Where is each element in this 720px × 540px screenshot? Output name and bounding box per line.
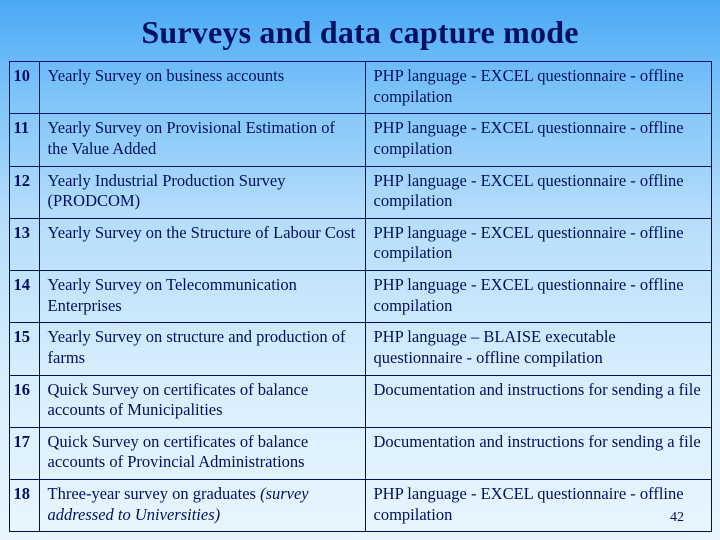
surveys-table: 10 Yearly Survey on business accounts PH… <box>9 61 712 532</box>
page-title: Surveys and data capture mode <box>0 0 720 61</box>
mode-cell: PHP language - EXCEL questionnaire - off… <box>365 114 711 166</box>
survey-cell: Yearly Industrial Production Survey (PRO… <box>39 166 365 218</box>
mode-cell: Documentation and instructions for sendi… <box>365 427 711 479</box>
row-number: 17 <box>9 427 39 479</box>
survey-cell: Yearly Survey on business accounts <box>39 62 365 114</box>
row-number: 15 <box>9 323 39 375</box>
table-row: 10 Yearly Survey on business accounts PH… <box>9 62 711 114</box>
mode-cell: Documentation and instructions for sendi… <box>365 375 711 427</box>
row-number: 18 <box>9 480 39 532</box>
table-row: 11 Yearly Survey on Provisional Estimati… <box>9 114 711 166</box>
survey-cell: Quick Survey on certificates of balance … <box>39 375 365 427</box>
row-number: 12 <box>9 166 39 218</box>
survey-cell: Yearly Survey on Provisional Estimation … <box>39 114 365 166</box>
row-number: 11 <box>9 114 39 166</box>
survey-cell: Yearly Survey on Telecommunication Enter… <box>39 271 365 323</box>
survey-cell: Yearly Survey on the Structure of Labour… <box>39 218 365 270</box>
row-number: 16 <box>9 375 39 427</box>
table-row: 14 Yearly Survey on Telecommunication En… <box>9 271 711 323</box>
mode-cell: PHP language – BLAISE executable questio… <box>365 323 711 375</box>
survey-cell: Yearly Survey on structure and productio… <box>39 323 365 375</box>
table-row: 15 Yearly Survey on structure and produc… <box>9 323 711 375</box>
mode-cell: PHP language - EXCEL questionnaire - off… <box>365 480 711 532</box>
mode-cell: PHP language - EXCEL questionnaire - off… <box>365 62 711 114</box>
table-row: 12 Yearly Industrial Production Survey (… <box>9 166 711 218</box>
row-number: 14 <box>9 271 39 323</box>
mode-cell: PHP language - EXCEL questionnaire - off… <box>365 271 711 323</box>
survey-cell: Quick Survey on certificates of balance … <box>39 427 365 479</box>
table-row: 17 Quick Survey on certificates of balan… <box>9 427 711 479</box>
row-number: 13 <box>9 218 39 270</box>
page-number: 42 <box>670 510 684 526</box>
table-row: 18 Three-year survey on graduates (surve… <box>9 480 711 532</box>
table-row: 16 Quick Survey on certificates of balan… <box>9 375 711 427</box>
row-number: 10 <box>9 62 39 114</box>
mode-cell: PHP language - EXCEL questionnaire - off… <box>365 218 711 270</box>
survey-cell: Three-year survey on graduates (survey a… <box>39 480 365 532</box>
survey-text-plain: Three-year survey on graduates <box>48 484 261 503</box>
table-row: 13 Yearly Survey on the Structure of Lab… <box>9 218 711 270</box>
mode-cell: PHP language - EXCEL questionnaire - off… <box>365 166 711 218</box>
